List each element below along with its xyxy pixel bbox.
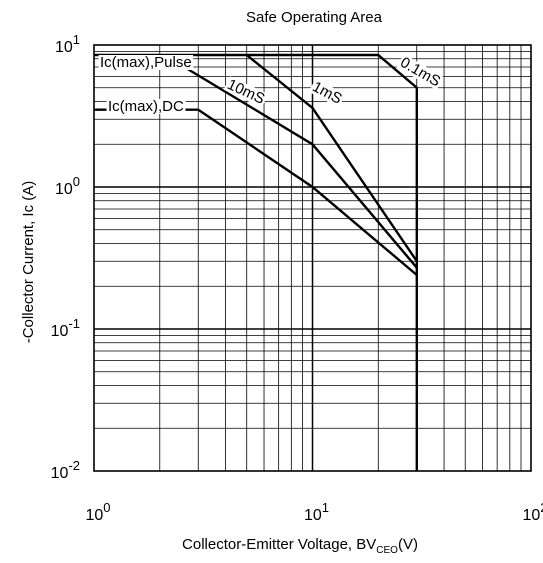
x-axis-label-unit: (V)	[398, 536, 418, 553]
y-tick-base: 10	[51, 465, 69, 482]
x-tick-base: 10	[85, 507, 103, 524]
y-tick-base: 10	[55, 39, 73, 56]
x-tick-exponent: 1	[322, 500, 329, 515]
y-tick-label: 100	[55, 174, 80, 198]
annotation-text: 0.1mS	[397, 54, 443, 90]
y-tick-label: 10-1	[51, 316, 80, 340]
annotation-background	[98, 55, 194, 70]
y-tick-label: 10-2	[51, 458, 80, 482]
annotation-label: Ic(max),Pulse	[98, 54, 194, 71]
x-axis-label: Collector-Emitter Voltage, BVCEO(V)	[182, 536, 418, 556]
y-tick-exponent: 0	[73, 174, 80, 189]
series-line	[197, 108, 418, 276]
series-line	[245, 54, 418, 262]
annotation-background	[308, 78, 346, 108]
chart-title: Safe Operating Area	[246, 9, 383, 26]
series-line	[164, 53, 418, 471]
annotation-background	[396, 54, 445, 91]
x-axis-label-subscript: CEO	[376, 545, 398, 556]
x-tick-base: 10	[304, 507, 322, 524]
series-line	[163, 53, 418, 269]
annotation-label: Ic(max),DC	[106, 98, 186, 115]
y-tick-exponent: -1	[68, 316, 80, 331]
y-tick-base: 10	[55, 181, 73, 198]
x-tick-base: 10	[522, 507, 540, 524]
x-tick-exponent: 2	[540, 500, 543, 515]
x-tick-exponent: 0	[103, 500, 110, 515]
annotation-text: Ic(max),DC	[108, 98, 184, 115]
y-tick-base: 10	[51, 323, 69, 340]
annotation-background	[106, 99, 186, 114]
x-tick-label: 101	[304, 500, 329, 524]
x-axis-label-main: Collector-Emitter Voltage, BV	[182, 536, 376, 553]
y-tick-label: 101	[55, 32, 80, 56]
series	[94, 53, 418, 471]
grid	[94, 45, 531, 471]
y-tick-exponent: 1	[73, 32, 80, 47]
annotation-text: Ic(max),Pulse	[100, 54, 192, 71]
annotation-label: 1mS	[308, 78, 346, 108]
plot-frame	[93, 44, 532, 472]
x-tick-label: 100	[85, 500, 110, 524]
y-axis-label: -Collector Current, Ic (A)	[20, 181, 37, 344]
annotation-background	[223, 76, 269, 108]
x-tick-label: 102	[522, 500, 543, 524]
y-tick-exponent: -2	[68, 458, 80, 473]
